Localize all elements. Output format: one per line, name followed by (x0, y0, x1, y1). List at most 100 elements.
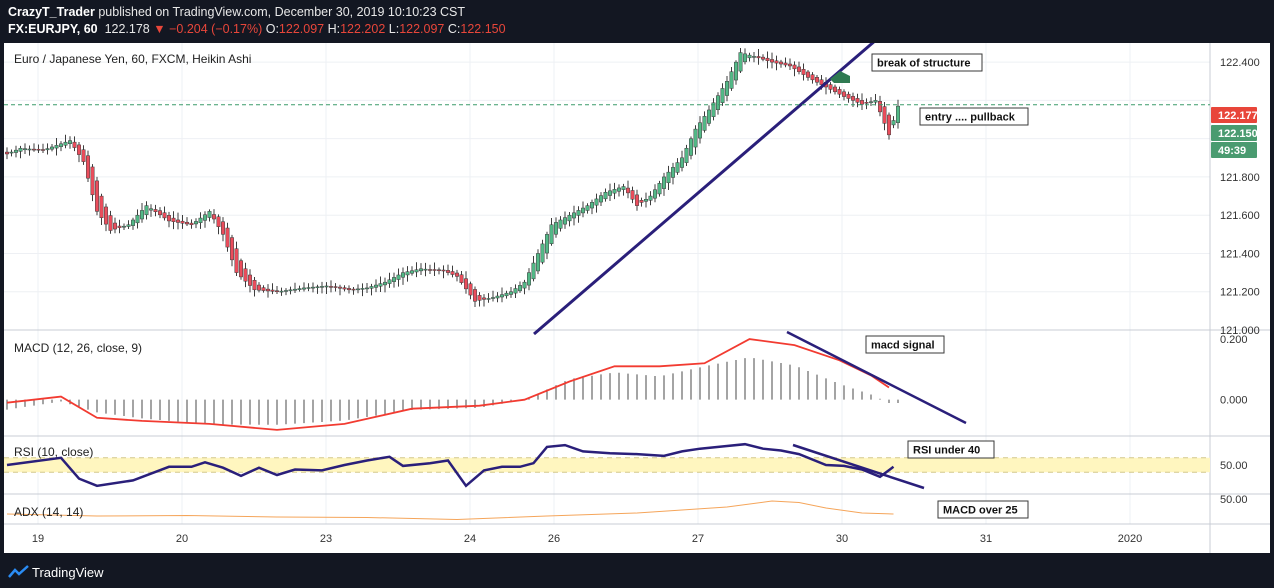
candle-body (617, 187, 621, 192)
tradingview-logo-icon[interactable] (8, 565, 30, 579)
macd-over-25-note-box (937, 500, 1029, 519)
rsi-line (6, 442, 895, 488)
candle-body (828, 84, 833, 90)
rsi-trend-line (792, 443, 925, 490)
macd-signal-note-box (865, 335, 945, 354)
candle-body (896, 105, 900, 123)
time-tick-label: 30 (836, 533, 848, 545)
candle-body (671, 167, 675, 178)
candle-body (113, 222, 117, 230)
candle-body (158, 210, 162, 216)
candle-body (729, 71, 734, 89)
price-tick-label: 121.400 (1220, 248, 1260, 260)
candle-body (473, 289, 477, 302)
candle-body (374, 284, 378, 288)
candle-body (450, 271, 455, 275)
candle-body (144, 205, 149, 215)
candle-body (387, 279, 392, 284)
low-value: 122.097 (399, 22, 445, 36)
candle-body (446, 270, 450, 273)
candle-body (162, 212, 167, 219)
candle-body (383, 281, 387, 286)
candle-body (239, 260, 243, 278)
candle-body (783, 62, 788, 66)
candle-body (563, 217, 567, 225)
time-tick-label: 20 (176, 533, 188, 545)
candle-body (554, 222, 558, 235)
candle-body (509, 291, 513, 295)
candle-body (576, 210, 581, 216)
candle-body (536, 253, 540, 272)
ohlc-line: FX:EURJPY, 60 122.178 ▼ −0.204 (−0.17%) … (8, 22, 506, 36)
candle-body (779, 61, 783, 65)
candle-body (887, 114, 891, 136)
candle-body (378, 283, 383, 287)
candle-body (810, 74, 815, 81)
candle-body (234, 248, 239, 273)
candle-body (666, 171, 671, 184)
candle-body (527, 272, 531, 286)
brand-label[interactable]: TradingView (32, 565, 104, 580)
candle-body (747, 54, 752, 59)
price-tag-box (1211, 125, 1257, 141)
candle-body (297, 288, 302, 290)
close-value: 122.150 (460, 22, 506, 36)
candle-body (50, 146, 54, 150)
candle-body (869, 101, 873, 103)
publish-header: CrazyT_Trader published on TradingView.c… (0, 0, 1274, 40)
candle-body (180, 220, 185, 224)
candle-body (347, 288, 351, 291)
candle-body (833, 86, 837, 93)
price-tag-box (1211, 107, 1257, 123)
chart-svg[interactable]: break of structure entry .... pullback mac… (4, 38, 1270, 553)
change-value: −0.204 (−0.17%) (169, 22, 263, 36)
candle-body (356, 288, 360, 291)
open-label: O: (265, 22, 279, 36)
candle-body (626, 187, 630, 194)
entry-pullback-note: entry .... pullback (925, 112, 1016, 124)
candle-body (293, 288, 297, 291)
macd-tick-label: 0.200 (1220, 334, 1248, 346)
candle-body (306, 287, 311, 289)
candle-body (504, 292, 509, 297)
publish-line: CrazyT_Trader published on TradingView.c… (8, 5, 465, 19)
candle-body (500, 294, 504, 298)
candle-body (108, 215, 113, 231)
price-tag-label: 122.177 (1218, 110, 1258, 122)
candle-body (662, 176, 666, 189)
price-tag-box (1211, 142, 1257, 158)
candle-body (743, 53, 747, 63)
candle-body (360, 288, 365, 290)
candle-body (77, 144, 81, 155)
candle-body (86, 155, 90, 179)
candle-body (63, 141, 68, 146)
candle-body (585, 205, 590, 211)
candle-body (342, 287, 347, 290)
candle-body (171, 217, 176, 222)
price-tick-label: 121.800 (1220, 172, 1260, 184)
candle-body (558, 219, 563, 229)
candle-body (788, 63, 792, 67)
candle-body (437, 269, 441, 271)
candle-body (351, 288, 356, 291)
rsi-under-40-note: RSI under 40 (913, 445, 980, 457)
high-label: H: (327, 22, 341, 36)
candle-body (315, 286, 320, 289)
candle-body (185, 221, 189, 225)
candle-body (842, 91, 846, 97)
candle-body (203, 214, 207, 221)
candle-body (279, 290, 284, 293)
publisher-name[interactable]: CrazyT_Trader (8, 5, 95, 19)
candle-body (167, 215, 171, 222)
candle-body (23, 148, 27, 151)
candle-body (207, 211, 212, 218)
candle-body (599, 195, 603, 203)
candle-body (324, 285, 329, 288)
candle-body (540, 243, 545, 263)
chart-area[interactable]: break of structure entry .... pullback mac… (4, 38, 1270, 553)
candle-body (716, 95, 720, 110)
candle-body (5, 151, 9, 155)
candle-body (18, 147, 23, 152)
candle-body (95, 180, 99, 212)
candle-body (464, 278, 468, 290)
